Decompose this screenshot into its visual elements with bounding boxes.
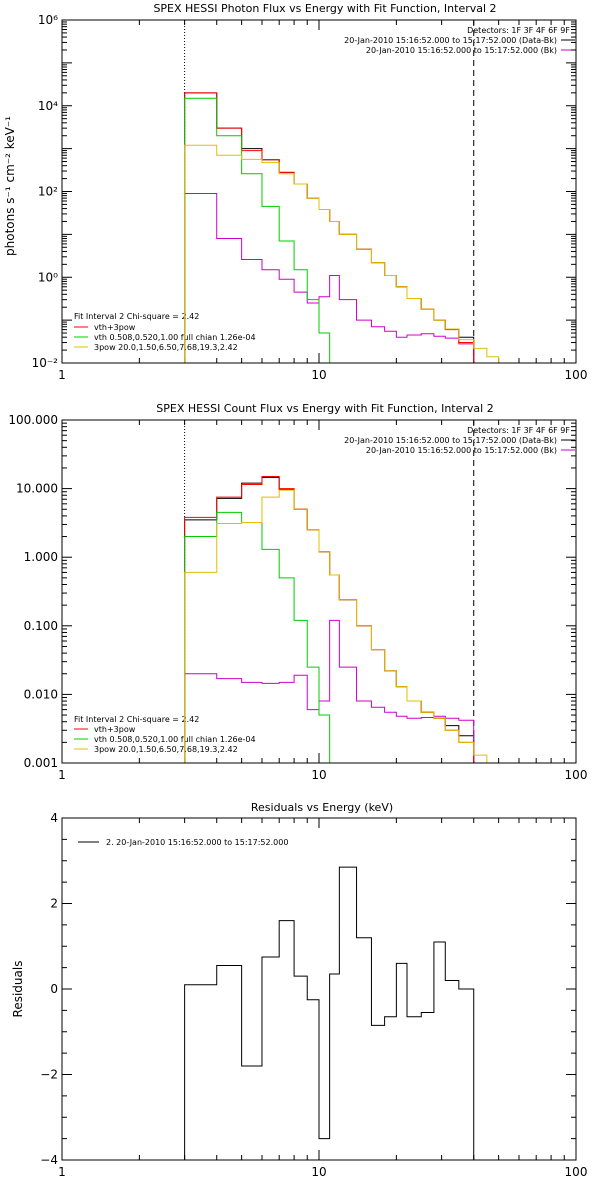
residuals-y-tick-label: 2 <box>50 897 58 911</box>
count-y-tick-label: 100.000 <box>8 413 58 427</box>
residuals-y-tick-label: 0 <box>50 982 58 996</box>
count-legend-entry-0: vth+3pow <box>94 725 136 734</box>
residuals-x-tick-label: 1 <box>58 1165 66 1179</box>
photon-legend-title: Fit Interval 2 Chi-square = 2.42 <box>74 312 199 321</box>
photon-series-3pow <box>184 144 500 363</box>
count-x-tick-label: 10 <box>311 768 326 782</box>
count-x-tick-label: 100 <box>565 768 588 782</box>
photon-chart-title: SPEX HESSI Photon Flux vs Energy with Fi… <box>153 2 496 15</box>
count-header: Detectors: 1F 3F 4F 6F 9F 20-Jan-2010 15… <box>344 426 575 455</box>
photon-y-tick-label: 10² <box>38 185 58 199</box>
photon-header-bk: 20-Jan-2010 15:16:52.000 to 15:17:52.000… <box>366 46 557 55</box>
count-header-detectors: Detectors: 1F 3F 4F 6F 9F <box>467 426 570 435</box>
photon-x-tick-label: 10 <box>311 368 326 382</box>
photon-legend: Fit Interval 2 Chi-square = 2.42 vth+3po… <box>74 312 256 352</box>
residuals-panel: Residuals vs Energy (keV) Residuals 2. 2… <box>11 801 587 1179</box>
photon-series-bk <box>184 192 475 363</box>
photon-flux-panel: SPEX HESSI Photon Flux vs Energy with Fi… <box>3 2 587 382</box>
count-series-3pow <box>184 489 500 763</box>
count-legend-entry-1: vth 0.508,0.520,1.00 full chian 1.26e-04 <box>94 735 256 744</box>
photon-series-vth <box>184 97 340 363</box>
photon-y-tick-label: 10⁻² <box>32 356 59 370</box>
count-legend-title: Fit Interval 2 Chi-square = 2.42 <box>74 715 199 724</box>
photon-header-data: 20-Jan-2010 15:16:52.000 to 15:17:52.000… <box>344 36 557 45</box>
photon-series-vth-3pow <box>184 92 475 363</box>
count-header-data: 20-Jan-2010 15:16:52.000 to 15:17:52.000… <box>344 436 557 445</box>
count-y-tick-label: 1.000 <box>24 550 58 564</box>
photon-legend-entry-2: 3pow 20.0,1.50,6.50,7.68,19.3,2.42 <box>94 343 238 352</box>
residuals-x-tick-label: 100 <box>565 1165 588 1179</box>
count-x-tick-label: 1 <box>58 768 66 782</box>
residuals-legend: 2. 20-Jan-2010 15:16:52.000 to 15:17:52.… <box>78 838 288 847</box>
photon-header-detectors: Detectors: 1F 3F 4F 6F 9F <box>467 26 570 35</box>
count-series-vth <box>184 511 340 763</box>
count-header-bk: 20-Jan-2010 15:16:52.000 to 15:17:52.000… <box>366 446 557 455</box>
photon-legend-entry-0: vth+3pow <box>94 323 136 332</box>
residuals-y-tick-label: −2 <box>40 1068 58 1082</box>
residuals-y-tick-label: 4 <box>50 811 58 825</box>
residuals-x-tick-label: 10 <box>311 1165 326 1179</box>
count-y-tick-label: 10.000 <box>16 482 58 496</box>
count-y-tick-label: 0.001 <box>24 756 58 770</box>
photon-y-tick-label: 10⁰ <box>38 270 58 284</box>
count-legend: Fit Interval 2 Chi-square = 2.42 vth+3po… <box>74 715 256 754</box>
residuals-y-axis-label: Residuals <box>11 961 25 1018</box>
photon-header: Detectors: 1F 3F 4F 6F 9F 20-Jan-2010 15… <box>344 26 575 55</box>
residuals-legend-entry-0: 2. 20-Jan-2010 15:16:52.000 to 15:17:52.… <box>106 838 288 847</box>
residuals-series-line <box>184 866 475 1160</box>
count-legend-entry-2: 3pow 20.0,1.50,6.50,7.68,19.3,2.42 <box>94 745 238 754</box>
photon-y-axis-label: photons s⁻¹ cm⁻² keV⁻¹ <box>3 116 17 256</box>
count-chart-title: SPEX HESSI Count Flux vs Energy with Fit… <box>156 402 493 415</box>
count-plot-frame <box>61 419 577 764</box>
photon-x-tick-label: 1 <box>58 368 66 382</box>
residuals-y-tick-label: −4 <box>40 1153 58 1167</box>
residuals-chart-title: Residuals vs Energy (keV) <box>251 801 393 814</box>
count-flux-panel: SPEX HESSI Count Flux vs Energy with Fit… <box>8 402 588 782</box>
photon-x-tick-label: 100 <box>565 368 588 382</box>
photon-y-tick-label: 10⁴ <box>38 99 58 113</box>
photon-series-data-bk <box>184 92 475 363</box>
count-y-tick-label: 0.010 <box>24 687 58 701</box>
photon-legend-entry-1: vth 0.508,0.520,1.00 full chian 1.26e-04 <box>94 333 256 342</box>
residuals-plot-frame <box>61 817 577 1161</box>
count-y-tick-label: 0.100 <box>24 619 58 633</box>
photon-y-tick-label: 10⁶ <box>38 13 58 27</box>
photon-plot-frame <box>61 19 577 364</box>
